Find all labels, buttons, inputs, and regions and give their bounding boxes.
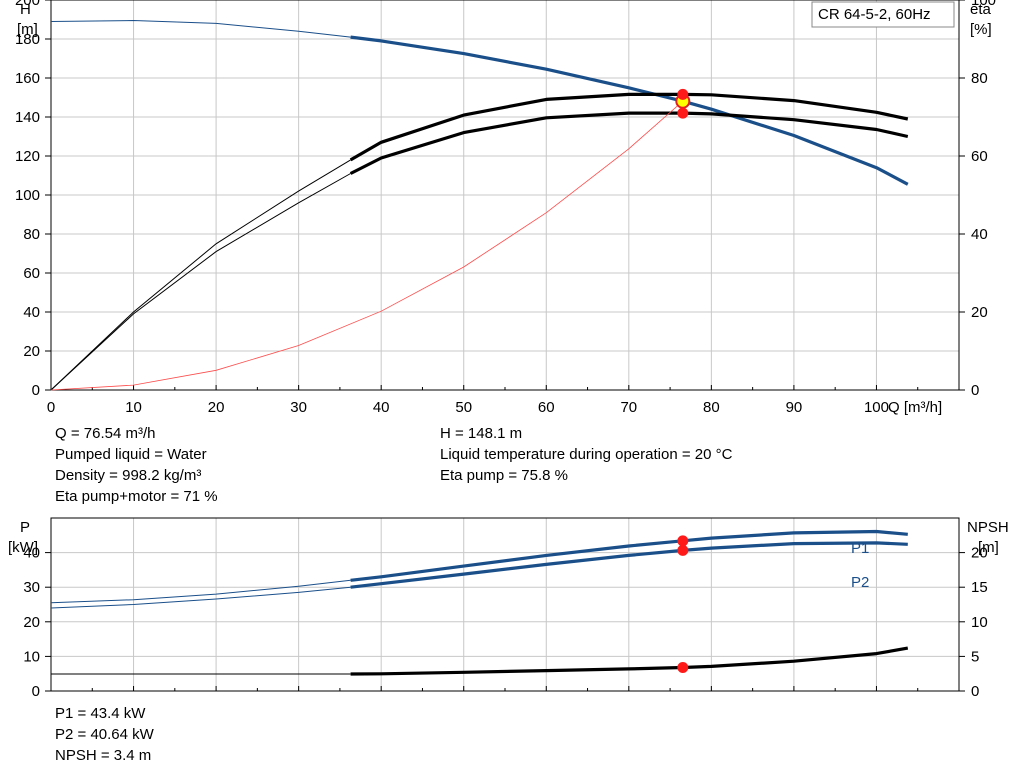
top-grid	[51, 0, 959, 390]
info-p1: P1 = 43.4 kW	[55, 705, 146, 722]
y-tick-label-left: 160	[15, 70, 40, 87]
x-tick-label: 20	[208, 399, 225, 416]
x-tick-label: 30	[290, 399, 307, 416]
y-tick-label-right: 20	[971, 304, 988, 321]
info-top-left: Q = 76.54 m³/h Pumped liquid = Water Den…	[55, 423, 218, 507]
y-tick-label-left: 80	[23, 226, 40, 243]
operating-point-marker	[677, 88, 689, 100]
x-tick-label: 70	[620, 399, 637, 416]
bottom-y-ticks-right: 0 5 10 15 20	[959, 545, 988, 700]
y-tick-label-left: 60	[23, 265, 40, 282]
top-y-ticks-right: 0 20 40 60 80 100	[959, 0, 996, 399]
info-flow: Q = 76.54 m³/h	[55, 425, 156, 442]
head-eta-chart: 0 10 20 30 40 50 60 70 80 90 100 0 20 40 60 80 100 120 14…	[15, 0, 996, 416]
bottom-markers	[677, 535, 689, 673]
y-tick-label-right: 40	[971, 226, 988, 243]
eta-pump+motor-curve-thin	[50, 173, 351, 391]
x-tick-label: 60	[538, 399, 555, 416]
y-tick-label-right: 60	[971, 148, 988, 165]
info-eta-pump-motor: Eta pump+motor = 71 %	[55, 488, 218, 505]
top-x-ticks: 0 10 20 30 40 50 60 70 80 90 100	[47, 385, 960, 416]
bottom-right-axis-label-1: NPSH	[967, 519, 1009, 536]
x-tick-label: 90	[786, 399, 803, 416]
p2-curve-thin	[50, 586, 351, 609]
eta-pump-curve	[349, 92, 909, 162]
eta-pump+motor-curve	[349, 111, 909, 175]
x-tick-label: 0	[47, 399, 55, 416]
y-tick-label-right: 0	[971, 382, 979, 399]
y-tick-label-left: 40	[23, 304, 40, 321]
top-right-axis-label-1: eta	[970, 1, 992, 18]
top-left-axis-label-1: H	[20, 1, 31, 18]
eta-pump-curve-thin	[50, 159, 351, 391]
head-curve-thin	[50, 19, 351, 38]
p2-series-label: P2	[851, 574, 869, 591]
top-y-ticks-left: 0 20 40 60 80 100 120 140 160 180 200	[15, 0, 51, 399]
info-density: Density = 998.2 kg/m³	[55, 467, 202, 484]
y-tick-label-right: 80	[971, 70, 988, 87]
y-tick-label-left: 20	[23, 614, 40, 631]
y-tick-label-left: 200	[15, 0, 40, 9]
title-box	[811, 1, 955, 28]
bottom-series	[50, 529, 909, 676]
y-tick-label-left: 20	[23, 343, 40, 360]
bottom-x-ticks	[50, 686, 960, 691]
npsh-curve	[350, 646, 909, 676]
operating-point-marker	[677, 661, 689, 673]
y-tick-label-left: 30	[23, 579, 40, 596]
info-temperature: Liquid temperature during operation = 20…	[440, 446, 733, 463]
system-curve-curve	[50, 100, 684, 391]
y-tick-label-right: 0	[971, 683, 979, 700]
info-npsh: NPSH = 3.4 m	[55, 747, 152, 764]
y-tick-label-left: 120	[15, 148, 40, 165]
info-top-right: H = 148.1 m Liquid temperature during op…	[440, 423, 732, 486]
p1-series-label: P1	[851, 540, 869, 557]
p2-curve	[350, 541, 908, 589]
y-tick-label-right: 15	[971, 579, 988, 596]
power-npsh-chart: 0 10 20 30 40 0 5 10 15 20 P [kW] NPSH [m] P1 P2	[8, 517, 1009, 700]
y-tick-label-left: 40	[23, 545, 40, 562]
y-tick-label-right: 20	[971, 545, 988, 562]
bottom-right-axis-label-2: [m]	[978, 539, 999, 556]
y-tick-label-right: 10	[971, 614, 988, 631]
y-tick-label-left: 140	[15, 109, 40, 126]
x-tick-label: 80	[703, 399, 720, 416]
top-right-axis-label-2: [%]	[970, 21, 992, 38]
p1-curve-thin	[50, 579, 351, 604]
top-markers	[675, 88, 691, 119]
info-liquid: Pumped liquid = Water	[55, 446, 207, 463]
x-tick-label: 40	[373, 399, 390, 416]
info-eta-pump: Eta pump = 75.8 %	[440, 467, 568, 484]
operating-point-marker	[677, 107, 689, 119]
y-tick-label-left: 100	[15, 187, 40, 204]
y-tick-label-right: 100	[971, 0, 996, 9]
top-left-axis-label-2: [m]	[17, 21, 38, 38]
operating-point-marker	[677, 544, 689, 556]
x-tick-label: 100	[864, 399, 889, 416]
bottom-left-axis-label-1: P	[20, 519, 30, 536]
bottom-y-ticks-left: 0 10 20 30 40	[23, 545, 51, 700]
y-tick-label-left: 180	[15, 31, 40, 48]
x-tick-label: 10	[125, 399, 142, 416]
x-axis-label: Q [m³/h]	[888, 399, 942, 416]
bottom-left-axis-label-2: [kW]	[8, 539, 38, 556]
x-tick-label: 50	[455, 399, 472, 416]
y-tick-label-left: 0	[32, 683, 40, 700]
info-bottom-left: P1 = 43.4 kW P2 = 40.64 kW NPSH = 3.4 m	[55, 703, 154, 766]
info-head: H = 148.1 m	[440, 425, 523, 442]
operating-point-marker	[677, 535, 689, 547]
info-p2: P2 = 40.64 kW	[55, 726, 154, 743]
y-tick-label-left: 0	[32, 382, 40, 399]
y-tick-label-right: 5	[971, 648, 979, 665]
chart-title: CR 64-5-2, 60Hz	[818, 6, 931, 23]
p1-curve	[350, 529, 908, 582]
y-tick-label-left: 10	[23, 648, 40, 665]
top-series	[50, 19, 909, 391]
